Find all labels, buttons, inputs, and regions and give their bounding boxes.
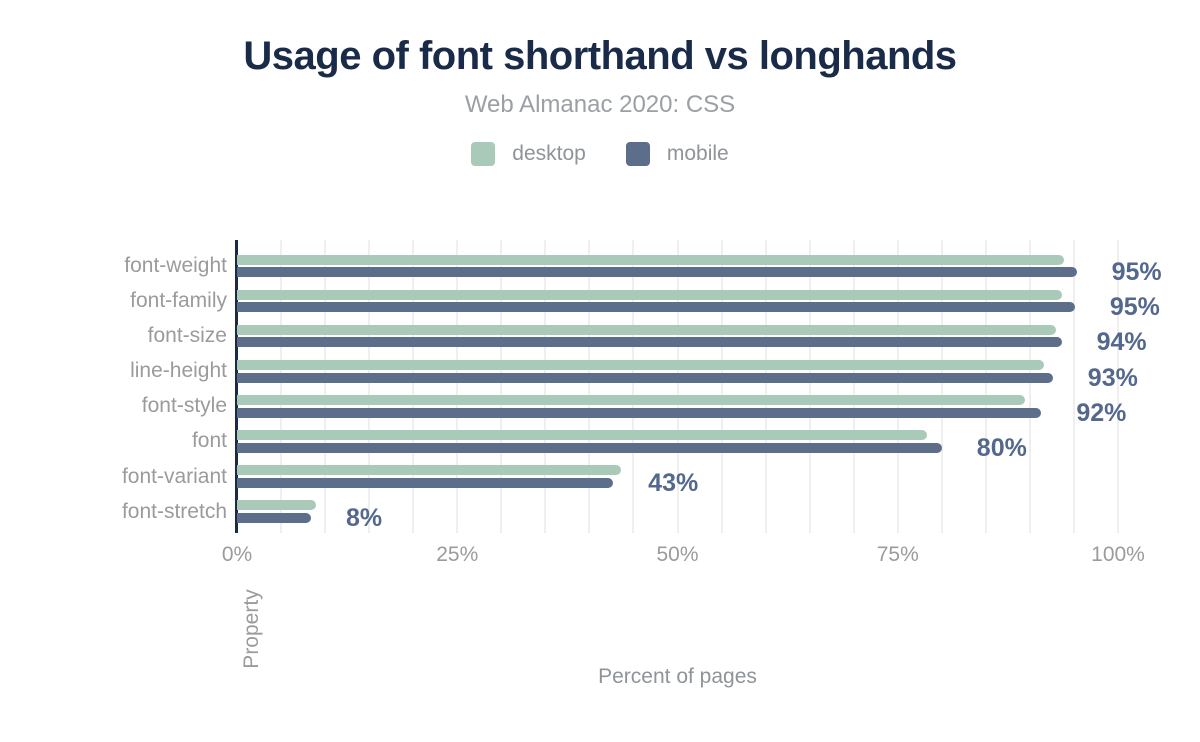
gridline bbox=[456, 240, 459, 533]
desktop-bar[interactable] bbox=[237, 324, 1057, 335]
category-label: font-stretch bbox=[121, 499, 227, 523]
chart-row: font-size 94% bbox=[148, 323, 1147, 358]
x-axis-title: Percent of pages bbox=[598, 665, 757, 688]
mobile-bar[interactable] bbox=[237, 442, 942, 453]
gridline bbox=[500, 240, 503, 533]
desktop-bar[interactable] bbox=[237, 289, 1062, 300]
desktop-bar[interactable] bbox=[237, 465, 622, 476]
value-label: 43% bbox=[648, 468, 699, 497]
category-label: font bbox=[191, 429, 227, 453]
gridline bbox=[808, 240, 811, 533]
mobile-bar[interactable] bbox=[237, 512, 311, 523]
gridline bbox=[852, 240, 855, 533]
mobile-bar[interactable] bbox=[237, 337, 1062, 348]
value-label: 80% bbox=[976, 433, 1027, 462]
category-label: font-weight bbox=[124, 253, 227, 277]
value-label: 92% bbox=[1076, 398, 1127, 427]
chart-row: font 80% bbox=[192, 428, 1118, 463]
chart-row: font-style 92% bbox=[142, 393, 1127, 428]
legend-item-desktop[interactable]: desktop bbox=[471, 141, 586, 166]
mobile-bar[interactable] bbox=[237, 372, 1053, 383]
legend-label: desktop bbox=[512, 142, 586, 165]
x-tick-label: 100% bbox=[1091, 543, 1145, 566]
chart-row: font-family 95% bbox=[130, 288, 1160, 323]
chart-row: font-variant 43% bbox=[122, 463, 1118, 498]
gridline bbox=[280, 240, 283, 533]
desktop-bar[interactable] bbox=[237, 360, 1044, 370]
gridline bbox=[1028, 240, 1031, 533]
value-label: 8% bbox=[346, 503, 383, 532]
gridline bbox=[896, 240, 899, 533]
gridline bbox=[588, 240, 591, 533]
value-label: 95% bbox=[1109, 293, 1160, 322]
gridline bbox=[632, 240, 635, 533]
chart-row: font-stretch 8% bbox=[122, 498, 1118, 533]
category-label: font-size bbox=[147, 324, 227, 348]
gridline bbox=[544, 240, 547, 533]
x-tick-label: 75% bbox=[876, 543, 919, 566]
legend: desktop mobile bbox=[0, 141, 1200, 166]
desktop-bar[interactable] bbox=[237, 430, 927, 441]
gridline bbox=[412, 240, 415, 533]
value-label: 95% bbox=[1111, 258, 1162, 287]
chart-row: line-height 93% bbox=[130, 358, 1138, 393]
gridline bbox=[984, 240, 987, 533]
page-title: Usage of font shorthand vs longhands bbox=[243, 34, 957, 78]
gridline bbox=[940, 240, 943, 533]
x-tick-label: 50% bbox=[656, 543, 699, 566]
legend-swatch-desktop bbox=[471, 141, 496, 166]
mobile-bar[interactable] bbox=[237, 302, 1075, 313]
x-tick-label: 25% bbox=[436, 543, 479, 566]
legend-label: mobile bbox=[666, 142, 729, 165]
desktop-bar[interactable] bbox=[237, 254, 1065, 265]
mobile-bar[interactable] bbox=[237, 267, 1077, 278]
category-label: font-style bbox=[141, 394, 227, 418]
y-axis-line bbox=[235, 240, 238, 533]
value-label: 93% bbox=[1087, 363, 1138, 392]
value-label: 94% bbox=[1096, 328, 1147, 357]
gridline bbox=[324, 240, 327, 533]
gridline bbox=[764, 240, 767, 533]
chart-row: font-weight 95% bbox=[124, 253, 1161, 288]
category-label: font-variant bbox=[121, 464, 227, 488]
mobile-bar[interactable] bbox=[237, 407, 1042, 418]
gridline bbox=[676, 240, 679, 533]
gridline bbox=[720, 240, 723, 533]
desktop-bar[interactable] bbox=[237, 395, 1025, 406]
gridline bbox=[1072, 240, 1075, 533]
legend-swatch-mobile bbox=[625, 141, 650, 166]
x-tick-label: 0% bbox=[221, 543, 253, 566]
plot-area: Property font-weight 95% font-family 95% fon… bbox=[122, 240, 1162, 669]
gridline bbox=[1117, 240, 1119, 533]
page-subtitle: Web Almanac 2020: CSS bbox=[464, 91, 736, 118]
legend-item-mobile[interactable]: mobile bbox=[625, 141, 729, 166]
category-label: line-height bbox=[130, 359, 227, 383]
gridline bbox=[368, 240, 371, 533]
desktop-bar[interactable] bbox=[237, 500, 317, 511]
category-label: font-family bbox=[130, 289, 227, 313]
mobile-bar[interactable] bbox=[237, 477, 614, 488]
